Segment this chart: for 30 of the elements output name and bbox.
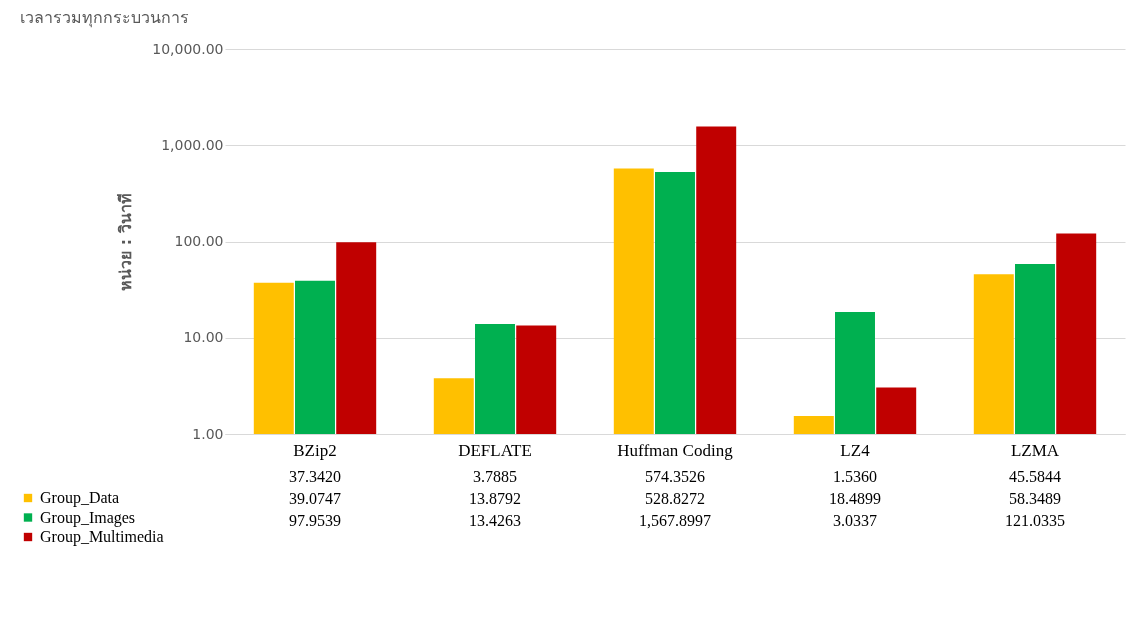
data-label: 3.7885 [473,468,517,485]
x-tick-label: Huffman Coding [617,440,734,460]
data-label: 58.3489 [1009,490,1061,507]
data-label: 528.8272 [645,490,705,507]
data-label: 97.9539 [289,512,341,529]
legend-label: Group_Multimedia [40,528,164,546]
data-label: 45.5844 [1009,468,1061,485]
data-label: 3.0337 [833,512,877,529]
legend-label: Group_Data [40,489,120,507]
x-tick-label: DEFLATE [458,440,532,460]
data-label: 1.5360 [833,468,877,485]
data-label: 39.0747 [289,490,341,507]
y-tick-label: 10.00 [183,329,224,346]
data-label: 13.4263 [469,512,521,529]
legend-label: Group_Images [40,508,136,527]
data-label: 18.4899 [829,490,881,507]
x-tick-label: BZip2 [293,440,337,460]
data-label: 1,567.8997 [639,512,711,529]
y-tick-label: 10,000.00 [152,40,224,57]
y-tick-label: 100.00 [174,233,224,249]
y-tick-label: 1,000.00 [161,136,224,153]
data-label: 574.3526 [645,468,705,485]
data-label: 37.3420 [289,468,341,485]
y-tick-label: 1.00 [192,425,224,442]
data-label: 121.0335 [1005,512,1065,529]
chart-title: เวลารวมทุกกระบวนการ [20,8,189,28]
x-tick-label: LZMA [1010,440,1060,460]
data-label: 13.8792 [469,490,521,507]
y-axis-title: หน่วย : วินาที [116,193,136,291]
x-tick-label: LZ4 [840,440,871,460]
